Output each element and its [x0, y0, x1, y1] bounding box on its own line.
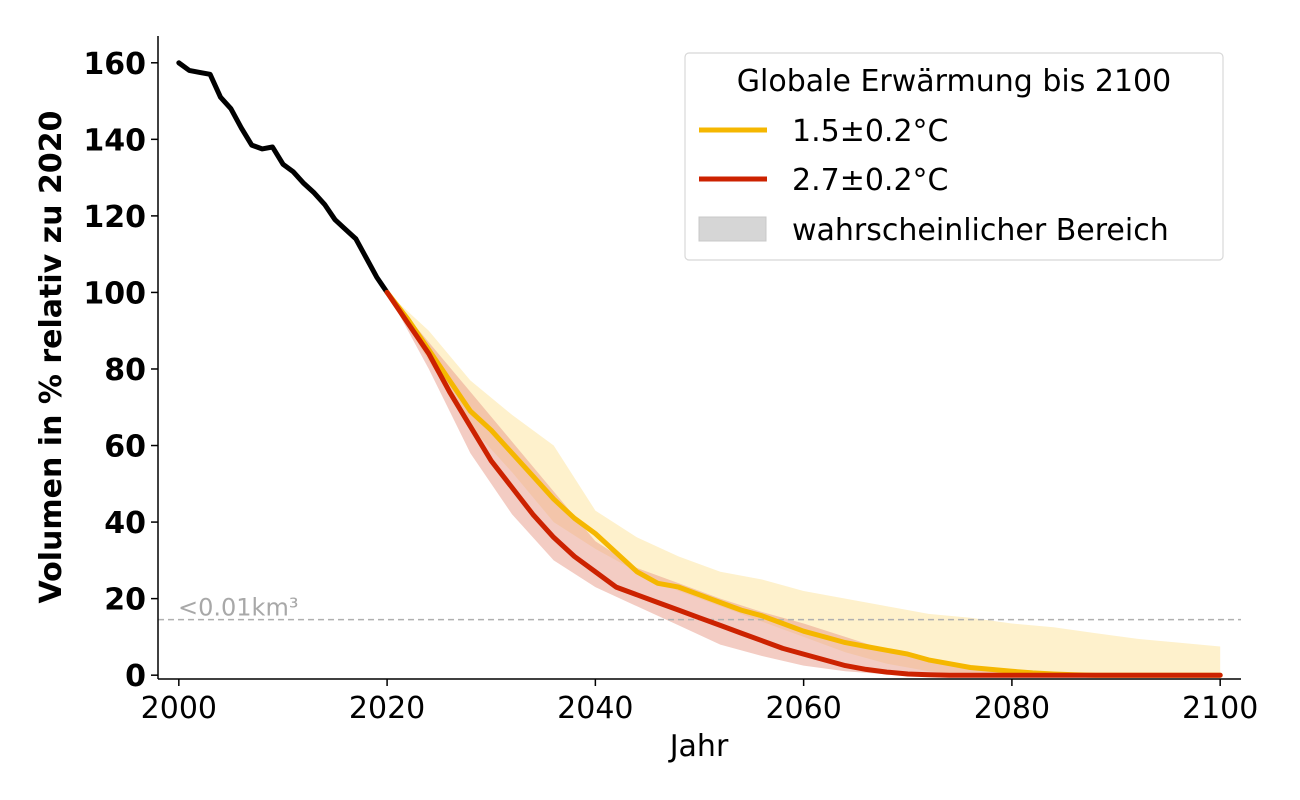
legend: Globale Erwärmung bis 2100 1.5±0.2°C 2.7… — [684, 52, 1224, 261]
y-tick-label: 20 — [104, 583, 146, 618]
range-band-band_27 — [387, 292, 1221, 676]
y-tick-label: 80 — [104, 353, 146, 388]
x-tick-label: 2080 — [974, 691, 1050, 726]
series-line-historical — [176, 60, 390, 295]
y-tick-label: 60 — [104, 430, 146, 465]
x-tick-label: 2040 — [557, 691, 633, 726]
legend-entry-1.5c: 1.5±0.2°C — [792, 114, 949, 149]
range-bands — [387, 292, 1221, 676]
y-tick-label: 120 — [83, 200, 146, 235]
y-tick-label: 100 — [83, 276, 146, 311]
range-band-band_15 — [387, 292, 1221, 676]
x-tick-label: 2100 — [1182, 691, 1258, 726]
x-tick-label: 2020 — [349, 691, 425, 726]
legend-swatch-range — [698, 216, 767, 242]
series-line-scenario_15 — [384, 289, 1223, 678]
series-lines — [176, 60, 1223, 678]
x-tick-label: 2060 — [765, 691, 841, 726]
legend-title: Globale Erwärmung bis 2100 — [737, 64, 1171, 99]
y-tick-label: 0 — [125, 659, 146, 694]
y-tick-label: 160 — [83, 47, 146, 82]
y-tick-label: 140 — [83, 123, 146, 158]
threshold-label: <0.01km³ — [178, 594, 298, 622]
legend-entry-range: wahrscheinlicher Bereich — [792, 213, 1169, 248]
x-axis-label: Jahr — [668, 729, 729, 764]
x-axis-ticks: 2000 2020 2040 2060 2080 2100 — [141, 679, 1258, 726]
y-tick-label: 40 — [104, 506, 146, 541]
y-axis-label: Volumen in % relativ zu 2020 — [34, 111, 69, 604]
x-tick-label: 2000 — [141, 691, 217, 726]
y-axis-ticks: 0 20 40 60 80 100 120 140 160 — [83, 47, 158, 694]
series-line-scenario_27 — [384, 289, 1223, 678]
legend-frame — [684, 52, 1224, 261]
legend-entry-2.7c: 2.7±0.2°C — [792, 163, 949, 198]
